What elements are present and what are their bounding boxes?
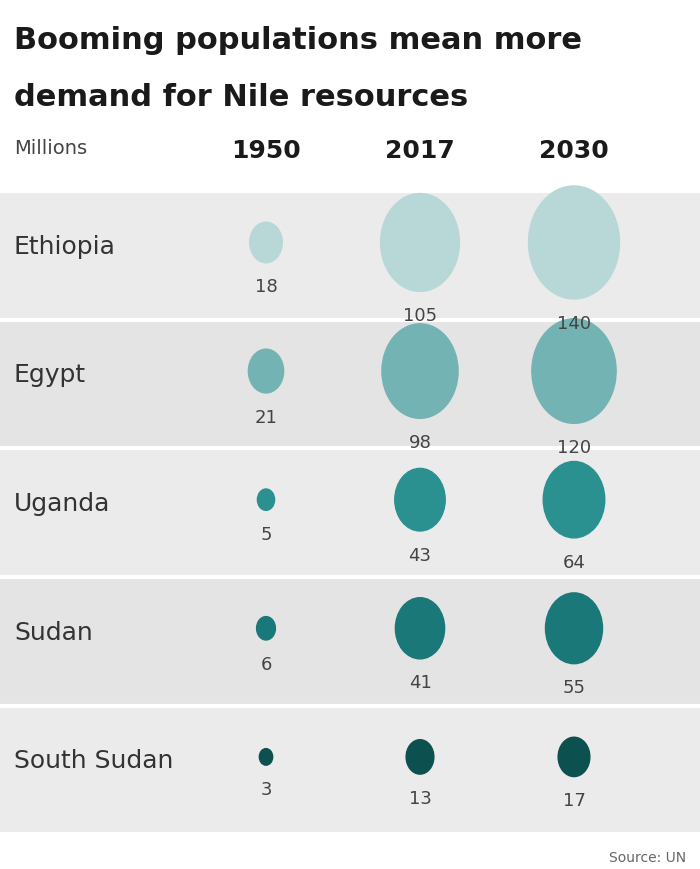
- Text: demand for Nile resources: demand for Nile resources: [14, 83, 468, 111]
- Text: Ethiopia: Ethiopia: [14, 235, 116, 259]
- Text: 6: 6: [260, 655, 272, 673]
- Bar: [0, 320, 700, 448]
- Text: 17: 17: [563, 793, 585, 810]
- Circle shape: [545, 593, 603, 664]
- Text: 55: 55: [563, 680, 585, 697]
- Bar: [0, 191, 700, 320]
- Text: 41: 41: [409, 674, 431, 693]
- Text: 3: 3: [260, 781, 272, 799]
- Text: 18: 18: [255, 278, 277, 296]
- Text: South Sudan: South Sudan: [14, 749, 174, 773]
- Circle shape: [395, 468, 445, 531]
- Circle shape: [406, 740, 434, 774]
- Circle shape: [395, 598, 444, 659]
- Text: 2030: 2030: [539, 139, 609, 163]
- Text: 13: 13: [409, 790, 431, 808]
- Text: Millions: Millions: [14, 139, 87, 158]
- Text: Source: UN: Source: UN: [609, 851, 686, 865]
- Circle shape: [532, 319, 616, 423]
- Circle shape: [258, 489, 274, 510]
- Circle shape: [250, 222, 282, 262]
- Text: 2017: 2017: [385, 139, 455, 163]
- Bar: [0, 577, 700, 706]
- Text: Egypt: Egypt: [14, 363, 86, 388]
- Circle shape: [248, 349, 284, 393]
- Circle shape: [528, 186, 620, 299]
- Text: 120: 120: [557, 439, 591, 457]
- Circle shape: [257, 617, 275, 640]
- Bar: [0, 706, 700, 834]
- Circle shape: [558, 737, 590, 777]
- Text: 140: 140: [557, 315, 591, 333]
- Text: Sudan: Sudan: [14, 620, 92, 645]
- Bar: [0, 0, 700, 191]
- Text: 5: 5: [260, 526, 272, 544]
- Circle shape: [382, 324, 458, 418]
- Text: 98: 98: [409, 434, 431, 452]
- Text: 105: 105: [403, 307, 437, 325]
- Text: Uganda: Uganda: [14, 492, 111, 516]
- Text: 21: 21: [255, 408, 277, 427]
- Circle shape: [381, 194, 459, 291]
- Text: 1950: 1950: [231, 139, 301, 163]
- Circle shape: [259, 748, 273, 766]
- Bar: [0, 448, 700, 577]
- Text: 64: 64: [563, 554, 585, 572]
- Text: Booming populations mean more: Booming populations mean more: [14, 26, 582, 55]
- Text: 43: 43: [409, 547, 431, 565]
- Circle shape: [543, 461, 605, 538]
